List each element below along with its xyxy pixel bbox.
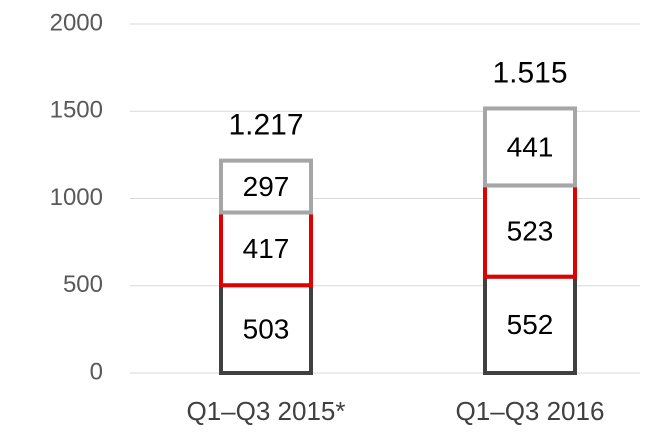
data-label: 552	[507, 309, 554, 340]
y-tick-label: 1500	[50, 97, 103, 124]
y-tick-label: 1000	[50, 184, 103, 211]
total-label: 1.515	[492, 57, 567, 90]
x-tick-label: Q1–Q3 2016	[456, 396, 605, 426]
data-label: 523	[507, 215, 554, 246]
bar-segment	[219, 158, 313, 215]
y-tick-label: 0	[90, 358, 103, 385]
y-tick-label: 2000	[50, 9, 103, 36]
y-tick-label: 500	[63, 271, 103, 298]
bar-segment	[219, 210, 313, 288]
data-label: 417	[243, 233, 290, 264]
x-tick-label: Q1–Q3 2015*	[186, 396, 345, 426]
data-label: 503	[243, 314, 290, 345]
total-label: 1.217	[228, 109, 303, 142]
data-label: 297	[243, 171, 290, 202]
bar-segment	[483, 106, 577, 188]
data-label: 441	[507, 131, 554, 162]
bar-segment	[219, 283, 313, 375]
